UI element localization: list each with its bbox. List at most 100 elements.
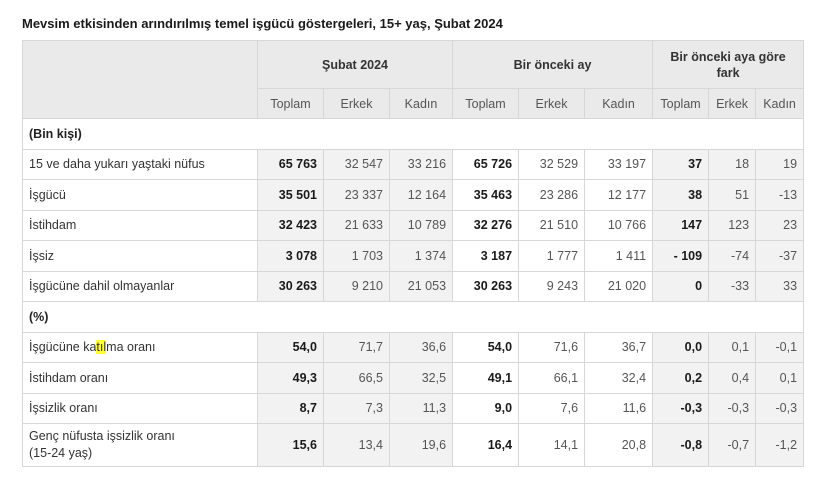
row-label-part: İşgücüne ka <box>29 340 97 355</box>
value-cell: 1 777 <box>518 240 586 272</box>
value-cell: 21 510 <box>518 209 586 241</box>
value-cell: 1 374 <box>388 240 454 272</box>
group-header-previous: Bir önceki ay <box>452 40 654 89</box>
value-cell: 0,1 <box>755 362 805 394</box>
value-cell: 11,6 <box>584 392 654 424</box>
value-cell: -0,7 <box>708 423 757 467</box>
value-cell: 16,4 <box>452 423 520 467</box>
table-row: İşgücüne dahil olmayanlar 30 263 9 210 2… <box>22 270 805 302</box>
value-cell: - 109 <box>652 240 710 272</box>
labour-indicators-table: Şubat 2024 Bir önceki ay Bir önceki aya … <box>21 40 805 467</box>
table-row: İstihdam 32 423 21 633 10 789 32 276 21 … <box>22 209 805 241</box>
value-cell: 15,6 <box>257 423 324 467</box>
value-cell: 0,2 <box>652 362 710 394</box>
value-cell: 147 <box>652 209 710 241</box>
value-cell: 33 197 <box>584 148 654 180</box>
group-header-row: Şubat 2024 Bir önceki ay Bir önceki aya … <box>22 40 805 119</box>
value-cell: 19 <box>755 148 805 180</box>
value-cell: 32 423 <box>257 209 324 241</box>
value-cell: -0,8 <box>652 423 710 467</box>
value-cell: 7,6 <box>518 392 586 424</box>
value-cell: 12 177 <box>584 179 654 211</box>
value-cell: 30 263 <box>257 270 324 302</box>
subheader-cell: Kadın <box>388 88 454 119</box>
header-blank <box>22 40 258 119</box>
row-label: İşsizlik oranı <box>22 392 258 424</box>
value-cell: 8,7 <box>257 392 324 424</box>
row-label: İşgücü <box>22 179 258 211</box>
value-cell: 38 <box>652 179 710 211</box>
value-cell: 0,1 <box>708 331 757 363</box>
table-row: İşgücüne katılma oranı 54,0 71,7 36,6 54… <box>22 331 805 363</box>
value-cell: 35 463 <box>452 179 520 211</box>
section-row-percent: (%) <box>21 301 805 333</box>
subheader-cell: Erkek <box>518 88 586 119</box>
value-cell: 0 <box>652 270 710 302</box>
value-cell: 7,3 <box>323 392 390 424</box>
value-cell: 33 216 <box>388 148 454 180</box>
table-row: İşsizlik oranı 8,7 7,3 11,3 9,0 7,6 11,6… <box>22 392 805 424</box>
value-cell: 21 020 <box>584 270 654 302</box>
value-cell: 21 053 <box>388 270 454 302</box>
value-cell: 65 726 <box>452 148 520 180</box>
value-cell: 23 337 <box>323 179 390 211</box>
value-cell: -74 <box>708 240 757 272</box>
value-cell: 14,1 <box>518 423 586 467</box>
value-cell: 66,1 <box>518 362 586 394</box>
value-cell: 33 <box>755 270 805 302</box>
value-cell: 54,0 <box>257 331 324 363</box>
value-cell: 32,5 <box>388 362 454 394</box>
row-label: İşgücüne dahil olmayanlar <box>22 270 258 302</box>
table-row: 15 ve daha yukarı yaştaki nüfus 65 763 3… <box>22 148 805 180</box>
value-cell: 49,3 <box>257 362 324 394</box>
row-label-line: (15-24 yaş) <box>29 446 93 460</box>
value-cell: 11,3 <box>388 392 454 424</box>
row-label-part: ma oranı <box>106 340 156 355</box>
value-cell: 10 789 <box>388 209 454 241</box>
group-header-difference: Bir önceki aya göre fark <box>652 40 805 89</box>
value-cell: 9 210 <box>323 270 390 302</box>
value-cell: 21 633 <box>323 209 390 241</box>
value-cell: 3 187 <box>452 240 520 272</box>
section-label: (%) <box>21 301 805 333</box>
subheader-row: Toplam Erkek Kadın Toplam Erkek Kadın To… <box>23 88 805 119</box>
value-cell: 32 529 <box>518 148 586 180</box>
value-cell: 36,7 <box>584 331 654 363</box>
value-cell: 66,5 <box>323 362 390 394</box>
value-cell: -0,3 <box>755 392 805 424</box>
table-row: Genç nüfusta işsizlik oranı (15-24 yaş) 1… <box>22 423 805 467</box>
value-cell: -0,3 <box>652 392 710 424</box>
section-label: (Bin kişi) <box>21 118 805 150</box>
row-label: İşsiz <box>22 240 258 272</box>
value-cell: 32 547 <box>323 148 390 180</box>
value-cell: 3 078 <box>257 240 324 272</box>
row-label-line: Genç nüfusta işsizlik oranı <box>29 429 175 443</box>
value-cell: 0,0 <box>652 331 710 363</box>
value-cell: 20,8 <box>584 423 654 467</box>
table-row: İşgücü 35 501 23 337 12 164 35 463 23 28… <box>22 179 805 211</box>
subheader-cell: Toplam <box>257 88 324 119</box>
value-cell: 9,0 <box>452 392 520 424</box>
row-label: İşgücüne katılma oranı <box>22 331 258 363</box>
value-cell: 36,6 <box>388 331 454 363</box>
value-cell: 54,0 <box>452 331 520 363</box>
subheader-cell: Kadın <box>584 88 654 119</box>
value-cell: 37 <box>652 148 710 180</box>
group-header-current: Şubat 2024 <box>256 40 454 89</box>
value-cell: -37 <box>755 240 805 272</box>
value-cell: 1 411 <box>584 240 654 272</box>
value-cell: -33 <box>708 270 757 302</box>
value-cell: 12 164 <box>388 179 454 211</box>
subheader-cell: Toplam <box>452 88 520 119</box>
row-label: 15 ve daha yukarı yaştaki nüfus <box>22 148 258 180</box>
subheader-cell: Erkek <box>323 88 390 119</box>
section-row-thousand: (Bin kişi) <box>21 118 805 150</box>
value-cell: 51 <box>708 179 757 211</box>
value-cell: 13,4 <box>323 423 390 467</box>
value-cell: 9 243 <box>518 270 586 302</box>
value-cell: 18 <box>708 148 757 180</box>
value-cell: 71,7 <box>323 331 390 363</box>
value-cell: 10 766 <box>584 209 654 241</box>
value-cell: 23 <box>755 209 805 241</box>
